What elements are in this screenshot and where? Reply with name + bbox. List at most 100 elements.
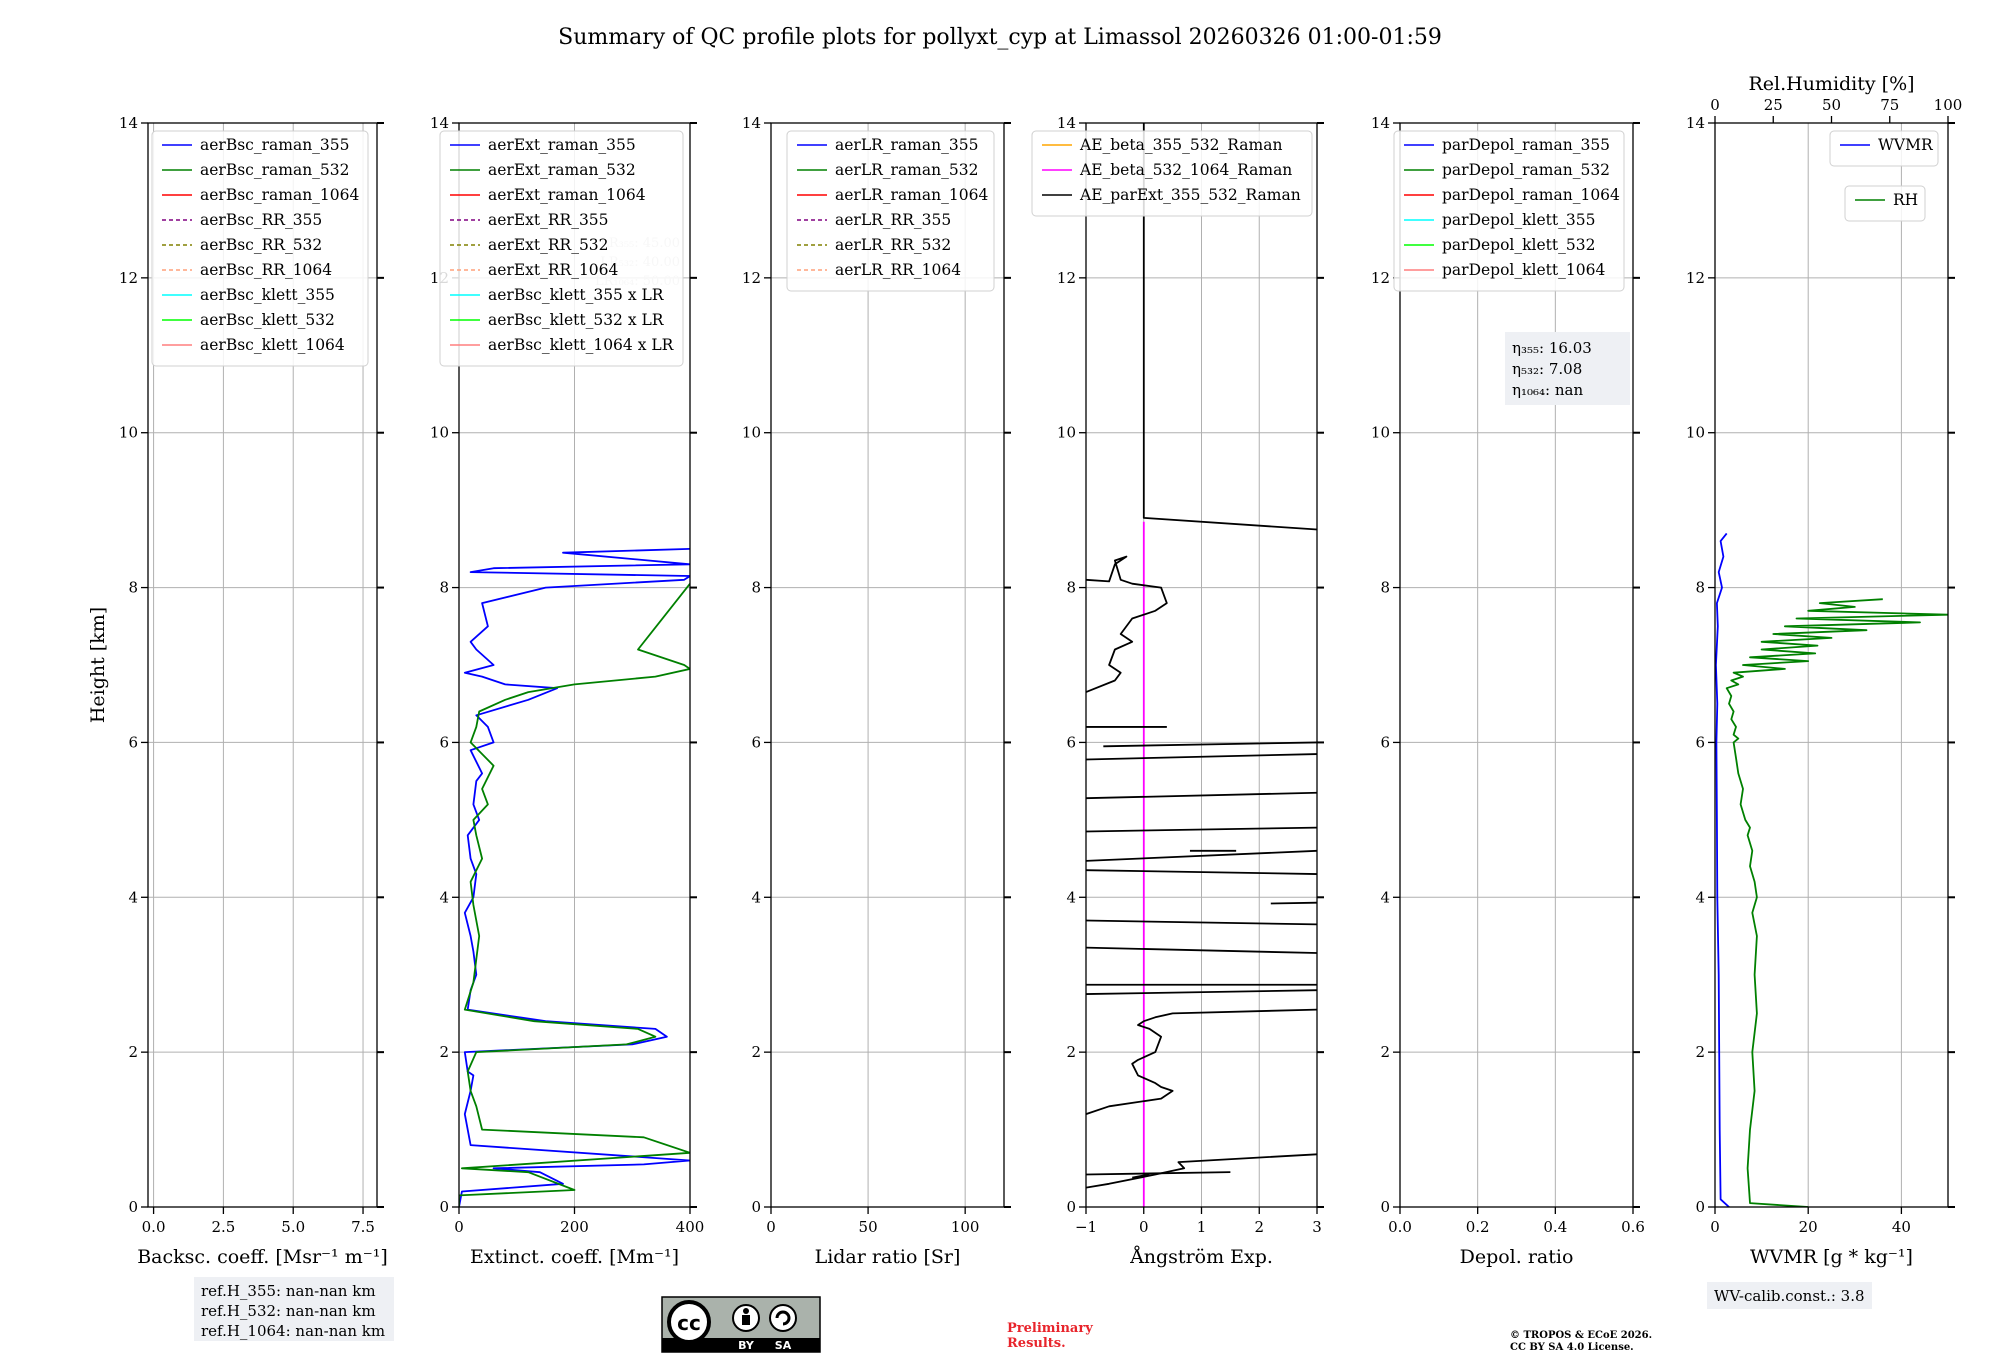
x-axis-label: WVMR [g * kg⁻¹] bbox=[1750, 1246, 1913, 1268]
y-tick-label: 6 bbox=[439, 733, 449, 751]
series-line-AE_parExt_355_532_Raman_mid bbox=[1086, 555, 1168, 693]
series-segment-AE_parExt_355_532_Raman_seg bbox=[1086, 826, 1317, 833]
legend-label: aerBsc_klett_532 x LR bbox=[488, 311, 665, 329]
x-tick-label: 2.5 bbox=[211, 1218, 235, 1236]
axes-frame bbox=[1399, 122, 1634, 1208]
copyright-line-2: CC BY SA 4.0 License. bbox=[1510, 1342, 1634, 1353]
legend-label: parDepol_klett_355 bbox=[1442, 211, 1595, 229]
series-group bbox=[1715, 532, 1948, 1207]
y-tick-label: 14 bbox=[742, 114, 761, 132]
y-tick-label: 6 bbox=[751, 733, 761, 751]
y-tick-label: 10 bbox=[119, 424, 138, 442]
y-tick-label: 4 bbox=[751, 888, 761, 906]
reference-height-box-bg bbox=[194, 1277, 394, 1341]
y-tick-label: 14 bbox=[1371, 114, 1390, 132]
sa-share-icon bbox=[769, 1304, 797, 1332]
cc-badge-strip bbox=[662, 1338, 820, 1352]
series-line-RH bbox=[1725, 598, 1948, 1207]
legend-box bbox=[786, 130, 995, 292]
series-line-aerExt_raman_532 bbox=[459, 583, 690, 1207]
reference-height-box: ref.H_355: nan-nan km ref.H_532: nan-nan… bbox=[194, 1277, 394, 1341]
legend-box bbox=[439, 130, 684, 367]
y-tick-label: 2 bbox=[128, 1043, 138, 1061]
y-tick-label: 6 bbox=[1380, 733, 1390, 751]
ref-h-1064: ref.H_1064: nan-nan km bbox=[201, 1322, 385, 1340]
y-tick-label: 4 bbox=[1380, 888, 1390, 906]
legend-box bbox=[1031, 130, 1313, 217]
y-tick-label: 2 bbox=[1380, 1043, 1390, 1061]
y-tick-label: 8 bbox=[128, 579, 138, 597]
y-tick-label: 0 bbox=[1695, 1198, 1705, 1216]
y-tick-label: 8 bbox=[751, 579, 761, 597]
y-tick-label: 4 bbox=[439, 888, 449, 906]
series-line-WVMR bbox=[1715, 532, 1730, 1207]
y-tick-label: 6 bbox=[1695, 733, 1705, 751]
y-tick-label: 12 bbox=[1686, 269, 1705, 287]
series-segment-AE_parExt_355_532_Raman_seg bbox=[1086, 849, 1317, 862]
top-x-tick-label: 25 bbox=[1764, 96, 1783, 114]
legend-box bbox=[1393, 130, 1625, 292]
y-tick-label: 2 bbox=[751, 1043, 761, 1061]
y-tick-label: 8 bbox=[1066, 579, 1076, 597]
by-label: BY bbox=[738, 1339, 755, 1352]
x-tick-label: 0.6 bbox=[1621, 1218, 1645, 1236]
series-group bbox=[459, 548, 690, 1207]
series-segment-AE_parExt_355_532_Raman_seg bbox=[1270, 901, 1317, 905]
eta-box bbox=[1505, 332, 1630, 405]
y-tick-label: 10 bbox=[1371, 424, 1390, 442]
legend-rh-box bbox=[1844, 185, 1926, 222]
panel-bsc: 0 2 4 6 8 10 12 14 0.0 2.5 5.0 7.5 Backsc. coeff. [M… bbox=[87, 114, 388, 1268]
legend-label: parDepol_raman_1064 bbox=[1442, 186, 1620, 204]
legend-label: aerExt_RR_532 bbox=[488, 236, 609, 254]
x-axis-label: Ångström Exp. bbox=[1129, 1246, 1273, 1268]
legend-label: aerBsc_raman_355 bbox=[200, 136, 350, 154]
preliminary-line-2: Results. bbox=[1007, 1336, 1066, 1351]
series-line-AE_parExt_355_532_Raman_low bbox=[1086, 1008, 1317, 1115]
y-tick-label: 4 bbox=[128, 888, 138, 906]
legend-box bbox=[151, 130, 369, 367]
eta-value: η₁₀₆₄: nan bbox=[1512, 381, 1583, 399]
y-tick-label: 14 bbox=[1057, 114, 1076, 132]
legend-label: aerBsc_klett_355 bbox=[200, 286, 335, 304]
y-tick-label: 2 bbox=[439, 1043, 449, 1061]
legend-label: aerBsc_RR_355 bbox=[200, 211, 322, 229]
y-tick-label: 10 bbox=[742, 424, 761, 442]
legend-label: aerBsc_RR_532 bbox=[200, 236, 322, 254]
x-tick-label: 0.2 bbox=[1466, 1218, 1490, 1236]
x-tick-label: 0 bbox=[1710, 1218, 1720, 1236]
panel-wv: 0 2 4 6 8 10 12 14 0 20 40 WVMR [g * kg⁻¹] 0 25 50 75 10… bbox=[1686, 73, 1962, 1268]
legend-label: aerBsc_klett_1064 x LR bbox=[488, 336, 675, 354]
series-segment-AE_parExt_355_532_Raman_seg bbox=[1086, 946, 1317, 954]
y-tick-label: 6 bbox=[128, 733, 138, 751]
y-tick-label: 6 bbox=[1066, 733, 1076, 751]
series-line-AE_parExt_355_532_Raman_base bbox=[1086, 1153, 1317, 1189]
legend-label: aerLR_raman_532 bbox=[835, 161, 978, 179]
x-tick-label: 200 bbox=[560, 1218, 589, 1236]
y-tick-label: 0 bbox=[1066, 1198, 1076, 1216]
x-tick-label: 7.5 bbox=[351, 1218, 375, 1236]
legend-label: parDepol_raman_355 bbox=[1442, 136, 1610, 154]
y-tick-label: 14 bbox=[119, 114, 138, 132]
y-tick-label: 0 bbox=[751, 1198, 761, 1216]
y-tick-label: 0 bbox=[128, 1198, 138, 1216]
legend-label: aerBsc_klett_1064 bbox=[200, 336, 345, 354]
sa-arrow bbox=[775, 1310, 791, 1326]
legend-label: aerLR_raman_1064 bbox=[835, 186, 988, 204]
copyright-line-1: © TROPOS & ECoE 2026. bbox=[1510, 1330, 1652, 1341]
x-tick-label: 2 bbox=[1254, 1218, 1264, 1236]
x-tick-label: 0.4 bbox=[1543, 1218, 1567, 1236]
series-segment-AE_parExt_355_532_Raman_seg bbox=[1086, 869, 1317, 875]
x-tick-label: 50 bbox=[859, 1218, 878, 1236]
preliminary-line-1: Preliminary bbox=[1007, 1321, 1093, 1336]
legend-label: aerBsc_klett_532 bbox=[200, 311, 335, 329]
x-tick-label: 400 bbox=[676, 1218, 705, 1236]
legend-label: AE_beta_532_1064_Raman bbox=[1079, 161, 1292, 179]
x-tick-label: 0.0 bbox=[1388, 1218, 1412, 1236]
y-tick-label: 10 bbox=[1686, 424, 1705, 442]
x-tick-label: 0 bbox=[454, 1218, 464, 1236]
top-axis-label: Rel.Humidity [%] bbox=[1748, 73, 1914, 95]
legend-label: aerExt_RR_1064 bbox=[488, 261, 619, 279]
